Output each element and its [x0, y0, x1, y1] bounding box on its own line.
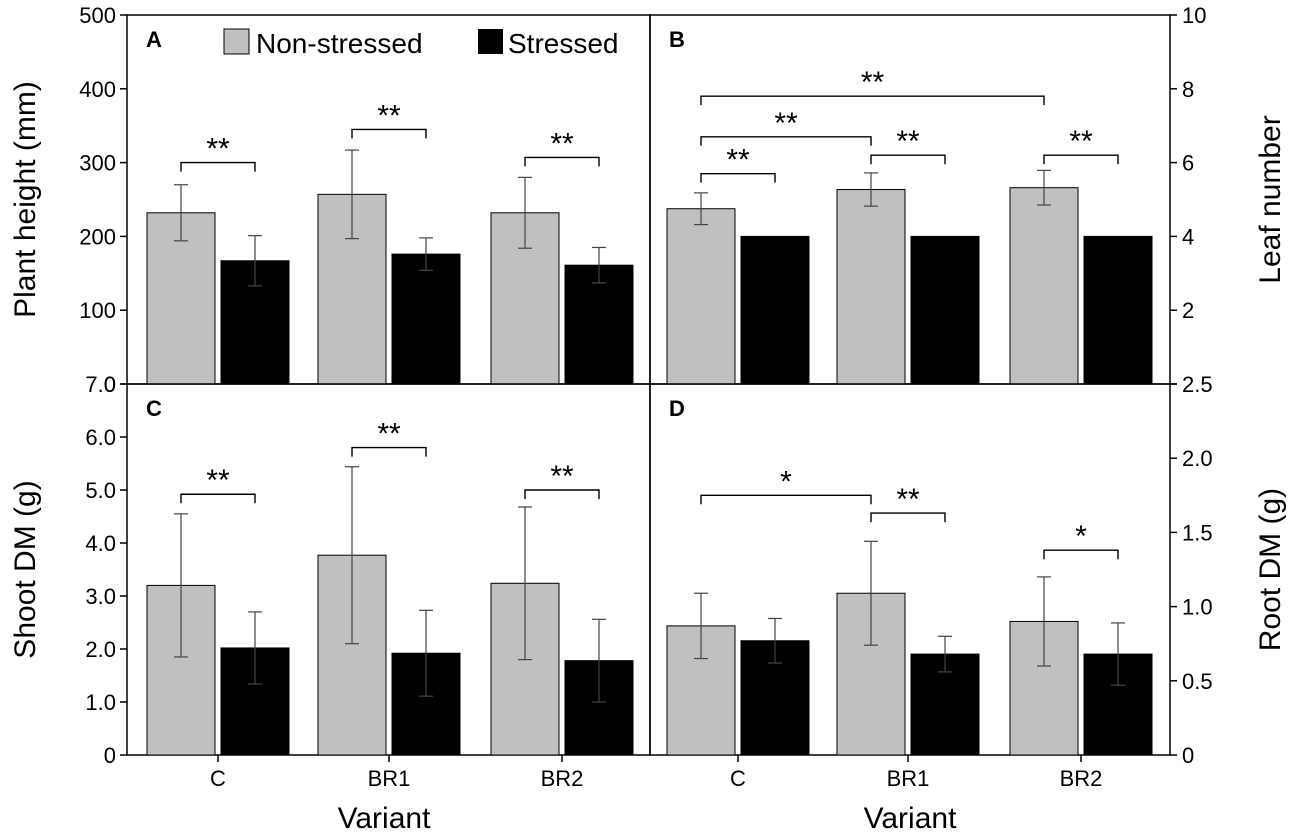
legend-label-stressed: Stressed [508, 28, 619, 59]
y-tick-label: 400 [79, 77, 116, 102]
significance-bracket [524, 489, 600, 499]
significance-bracket [351, 128, 427, 139]
x-tick-label-br1: BR1 [887, 766, 930, 791]
y-axis-label: Leaf number [1254, 115, 1287, 283]
bar-stressed-br1 [910, 235, 980, 385]
y-tick-label: 0 [104, 743, 116, 768]
significance-label: * [1075, 520, 1087, 553]
significance-label: ** [377, 418, 401, 451]
x-tick-label-br2: BR2 [1060, 766, 1103, 791]
y-tick-label: 7.0 [85, 372, 116, 397]
legend: Non-stressed Stressed [223, 28, 619, 59]
bar-stressed-c [740, 235, 810, 385]
legend-label-non-stressed: Non-stressed [256, 28, 423, 59]
significance-bracket [1043, 154, 1119, 165]
legend-swatch-stressed [478, 29, 503, 54]
significance-label: ** [896, 483, 920, 516]
x-tick-label-c: C [210, 766, 226, 791]
y-axis-label: Shoot DM (g) [9, 480, 42, 658]
y-tick-label: 0.5 [1182, 669, 1213, 694]
significance-bracket [870, 154, 946, 165]
significance-label: ** [550, 460, 574, 493]
significance-bracket [700, 172, 776, 183]
x-tick-label-br2: BR2 [541, 766, 584, 791]
panel-letter: D [669, 396, 685, 421]
y-axis-label: Plant height (mm) [9, 81, 42, 318]
x-axis-label-left: Variant [338, 802, 431, 835]
significance-bracket [524, 156, 600, 167]
significance-bracket [180, 161, 256, 172]
legend-swatch-non-stressed [223, 28, 250, 55]
significance-bracket [1043, 549, 1119, 560]
x-axis-label-right: Variant [864, 802, 957, 835]
significance-label: ** [550, 127, 574, 160]
y-tick-label: 200 [79, 224, 116, 249]
significance-label: ** [206, 133, 230, 166]
y-tick-label: 500 [79, 3, 116, 28]
panel-c: ** ** ** 0 1.0 2.0 3.0 4.0 5.0 6.0 7.0 C BR1 BR2 C Shoo… [9, 372, 651, 791]
bar-non-stressed-br1 [836, 189, 906, 385]
y-tick-label: 1.0 [1182, 595, 1213, 620]
bar-stressed-br1 [391, 253, 461, 385]
y-tick-label: 3.0 [85, 584, 116, 609]
y-tick-label: 6.0 [85, 425, 116, 450]
bar-non-stressed-br2 [1009, 187, 1079, 385]
significance-label: ** [726, 144, 750, 177]
significance-label: * [780, 465, 792, 498]
panel-letter: C [146, 396, 162, 421]
significance-label: ** [896, 125, 920, 158]
x-tick-label-c: C [730, 766, 746, 791]
y-tick-label: 2.0 [85, 637, 116, 662]
significance-label: ** [774, 107, 798, 140]
x-tick-label-br1: BR1 [368, 766, 411, 791]
y-tick-label: 300 [79, 151, 116, 176]
significance-bracket [870, 512, 946, 523]
y-tick-label: 1.5 [1182, 520, 1213, 545]
significance-bracket [180, 493, 256, 504]
panel-b: ** ** ** ** ** 2 4 6 8 10 B Leaf number [649, 3, 1287, 385]
significance-bracket [700, 136, 872, 146]
y-tick-label: 0 [104, 372, 116, 397]
bar-non-stressed-c [666, 208, 736, 385]
y-tick-label: 0 [1182, 743, 1194, 768]
y-tick-label: 4.0 [85, 531, 116, 556]
significance-label: ** [206, 464, 230, 497]
y-axis-label: Root DM (g) [1254, 488, 1287, 651]
significance-label: ** [861, 66, 885, 99]
y-tick-label: 4 [1182, 224, 1194, 249]
significance-bracket [700, 95, 1045, 106]
significance-bracket [700, 494, 872, 505]
y-tick-label: 5.0 [85, 478, 116, 503]
bar-stressed-br2 [1083, 235, 1153, 385]
y-tick-label: 1.0 [85, 690, 116, 715]
plot-frame [649, 383, 1171, 756]
panel-a: ** ** ** 0 100 200 300 400 500 A Plant height (mm) [9, 3, 651, 397]
y-tick-label: 10 [1182, 3, 1206, 28]
y-tick-label: 2.0 [1182, 446, 1213, 471]
y-tick-label: 2.5 [1182, 372, 1213, 397]
y-tick-label: 2 [1182, 298, 1194, 323]
y-tick-label: 100 [79, 298, 116, 323]
panel-letter: B [669, 27, 685, 52]
significance-bracket [351, 446, 427, 457]
panel-letter: A [146, 27, 162, 52]
y-tick-label: 8 [1182, 77, 1194, 102]
y-tick-label: 6 [1182, 151, 1194, 176]
significance-label: ** [1069, 125, 1093, 158]
significance-label: ** [377, 99, 401, 132]
